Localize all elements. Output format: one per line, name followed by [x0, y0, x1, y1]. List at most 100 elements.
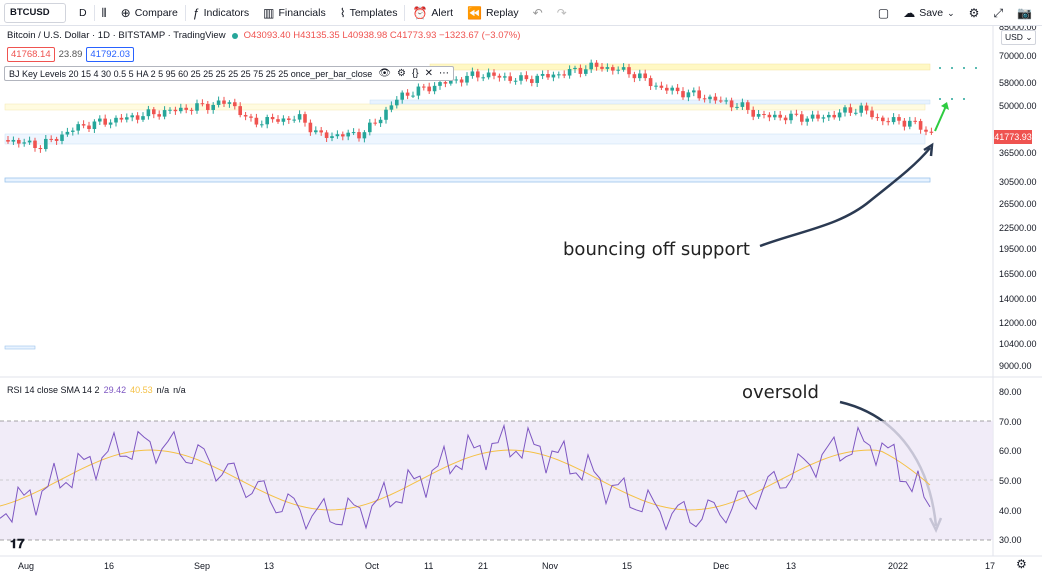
candle-body: [891, 117, 896, 123]
candle-body: [697, 90, 701, 99]
candle-body: [578, 67, 583, 74]
indicators-button[interactable]: ƒ Indicators: [186, 0, 256, 26]
candle-body: [632, 74, 637, 79]
save-button[interactable]: ☁ Save ⌄: [896, 0, 961, 26]
last-price-label: 41773.93: [994, 130, 1032, 144]
indicator-label: BJ Key Levels 20 15 4 30 0.5 5 HA 2 5 95…: [9, 68, 373, 79]
price-tick-label: 50000.00: [999, 101, 1037, 111]
rsi-band: [0, 421, 993, 540]
rsi-na-1: n/a: [156, 385, 170, 395]
time-tick-label: 21: [478, 561, 488, 571]
support-arrowhead: [923, 142, 934, 157]
high-value: H43135.35: [293, 30, 340, 41]
candle-body: [324, 132, 329, 139]
key-levels: [4, 63, 977, 350]
candle-body: [146, 109, 151, 117]
candle-body: [886, 121, 890, 123]
rsi-value: 29.42: [103, 385, 127, 395]
compare-button[interactable]: ⊕ Compare: [114, 0, 185, 26]
candle-body: [38, 147, 43, 150]
eye-icon[interactable]: 👁: [378, 67, 391, 79]
candle-body: [778, 114, 782, 118]
price-tick-label: 26500.00: [999, 199, 1037, 209]
interval-button[interactable]: D: [72, 0, 94, 26]
redo-icon: ↷: [556, 5, 567, 20]
candle-body: [692, 90, 696, 93]
market-status-dot: [231, 32, 238, 39]
templates-button[interactable]: ⌇ Templates: [333, 0, 405, 26]
candle-body: [125, 117, 129, 120]
axis-settings-icon[interactable]: ⚙: [1016, 557, 1027, 571]
snapshot-button[interactable]: 📷: [1010, 0, 1042, 26]
replay-button[interactable]: ⏪ Replay: [460, 0, 526, 26]
candle-body: [319, 130, 323, 133]
candle-body: [405, 92, 410, 96]
tradingview-logo[interactable]: 𝟏𝟕: [10, 536, 25, 551]
candle-body: [864, 105, 869, 111]
price-axis[interactable]: 85000.00 70000.00 58000.00 50000.00 36500.00…: [999, 26, 1037, 371]
candle-body: [827, 114, 831, 118]
time-tick-label: Nov: [542, 561, 559, 571]
time-axis[interactable]: Aug 16 Sep 13 Oct 11 21 Nov 15 Dec 13 2022 17: [18, 561, 995, 571]
candle-body: [454, 79, 458, 81]
chart-type-button[interactable]: ⫴: [95, 0, 114, 26]
layout-button[interactable]: ▢: [871, 0, 896, 26]
save-label: Save: [919, 7, 944, 19]
level-zone: [4, 103, 926, 111]
candle-body: [681, 91, 685, 98]
undo-button[interactable]: ↶: [526, 0, 550, 26]
cloud-icon: ☁: [903, 6, 916, 20]
candle-body: [157, 114, 161, 117]
bid-price[interactable]: 41768.14: [7, 47, 55, 62]
candles-icon: ⫴: [101, 5, 107, 20]
price-tick-label: 19500.00: [999, 244, 1037, 254]
candle-body: [702, 98, 707, 100]
source-code-icon[interactable]: {}: [411, 67, 419, 79]
candle-body: [535, 75, 539, 83]
candle-body: [184, 107, 188, 110]
projection-arrow: [934, 105, 947, 132]
time-tick-label: 13: [786, 561, 796, 571]
indicator-legend-bj-key-levels[interactable]: BJ Key Levels 20 15 4 30 0.5 5 HA 2 5 95…: [4, 66, 455, 81]
close-value: C41773.93: [389, 30, 437, 41]
candle-body: [805, 118, 809, 122]
camera-icon: 📷: [1017, 6, 1032, 20]
candle-body: [837, 112, 842, 118]
fullscreen-button[interactable]: ⤢: [986, 0, 1010, 26]
candle-body: [513, 80, 518, 82]
candle-body: [638, 73, 642, 79]
candle-body: [87, 125, 91, 129]
time-tick-label: Oct: [365, 561, 380, 571]
symbol-title[interactable]: Bitcoin / U.S. Dollar · 1D · BITSTAMP · …: [7, 30, 226, 41]
close-icon[interactable]: ✕: [424, 67, 434, 79]
candle-body: [432, 85, 437, 92]
candle-body: [908, 120, 912, 127]
settings-button[interactable]: ⚙: [962, 0, 987, 26]
toolbar-right: ▢ ☁ Save ⌄ ⚙ ⤢ 📷: [871, 0, 1042, 26]
candle-body: [729, 100, 734, 108]
candle-body: [265, 117, 269, 125]
level-zone: [4, 345, 36, 350]
price-tick-label: 22500.00: [999, 223, 1037, 233]
candle-body: [713, 96, 718, 101]
financials-button[interactable]: ▥ Financials: [256, 0, 333, 26]
time-tick-label: 2022: [888, 561, 908, 571]
rsi-line: [0, 423, 931, 531]
candle-body: [152, 109, 156, 115]
redo-button[interactable]: ↷: [550, 0, 574, 26]
alert-button[interactable]: ⏰ Alert: [405, 0, 460, 26]
rsi-legend[interactable]: RSI 14 close SMA 14 2 29.42 40.53 n/a n/…: [7, 385, 186, 395]
candle-body: [449, 79, 453, 84]
replay-label: Replay: [485, 6, 519, 19]
candle-body: [6, 140, 10, 142]
currency-selector[interactable]: USD ⌄: [1001, 30, 1037, 45]
candle-body: [422, 86, 426, 88]
ask-price[interactable]: 41792.03: [86, 47, 135, 62]
gear-icon[interactable]: ⚙: [396, 67, 406, 79]
candle-body: [670, 87, 674, 91]
more-icon[interactable]: ⋯: [439, 67, 450, 79]
chart-canvas[interactable]: bouncing off support oversold 85000.00 70…: [0, 26, 1042, 576]
symbol-search[interactable]: BTCUSD: [4, 2, 66, 23]
rsi-tick-label: 70.00: [999, 417, 1022, 427]
candle-body: [756, 114, 761, 117]
